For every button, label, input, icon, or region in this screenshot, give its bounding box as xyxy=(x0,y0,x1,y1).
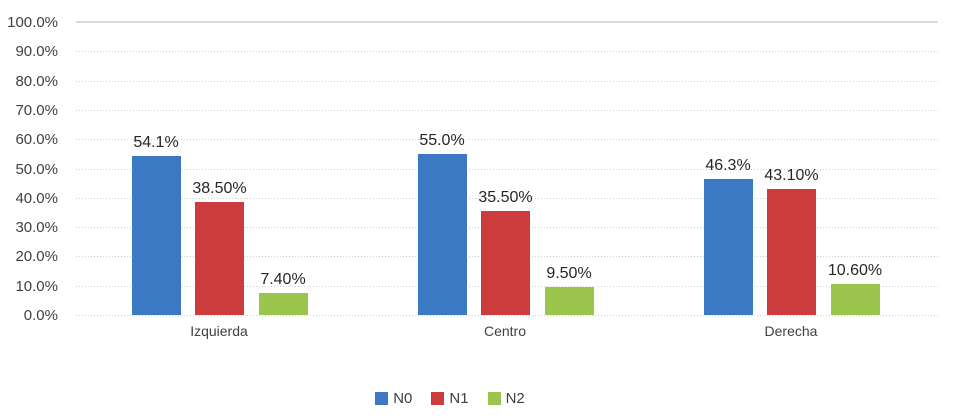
y-axis-tick-label: 100.0% xyxy=(7,14,58,31)
legend-swatch-icon xyxy=(431,392,445,405)
gridline xyxy=(76,197,938,199)
bar-n2-derecha xyxy=(830,283,880,315)
data-label: 7.40% xyxy=(260,271,306,289)
legend-label: N2 xyxy=(505,390,525,407)
y-axis-tick-label: 80.0% xyxy=(15,72,58,90)
gridline xyxy=(76,109,938,111)
bar-n1-centro xyxy=(481,210,530,315)
y-axis-tick-label: 50.0% xyxy=(15,160,58,178)
data-label: 43.10% xyxy=(764,166,819,184)
bar-n1-izquierda xyxy=(195,202,244,315)
gridline xyxy=(76,80,938,82)
legend-swatch-icon xyxy=(375,392,389,405)
y-axis-tick-label: 30.0% xyxy=(15,219,58,237)
bar-n2-centro xyxy=(544,287,594,315)
bar-n0-izquierda xyxy=(131,156,181,315)
data-label: 54.1% xyxy=(133,134,179,152)
y-axis-tick-label: 0.0% xyxy=(23,307,58,324)
legend-item-n2: N2 xyxy=(487,390,525,407)
category-label-derecha: Derecha xyxy=(764,323,818,339)
y-axis-tick-label: 40.0% xyxy=(15,189,58,207)
legend-label: N0 xyxy=(393,390,413,407)
data-label: 9.50% xyxy=(546,265,592,283)
y-axis-tick-label: 60.0% xyxy=(15,131,58,149)
data-label: 35.50% xyxy=(478,188,533,206)
bar-n1-derecha xyxy=(767,188,816,315)
legend-item-n0: N0 xyxy=(375,390,412,407)
category-label-centro: Centro xyxy=(483,323,527,339)
legend-swatch-icon xyxy=(487,392,501,405)
data-label: 38.50% xyxy=(192,180,247,198)
legend-label: N1 xyxy=(449,390,469,407)
y-axis-tick-label: 90.0% xyxy=(15,43,58,61)
y-axis-tick-label: 70.0% xyxy=(15,101,58,119)
gridline xyxy=(76,51,938,53)
gridline xyxy=(76,168,938,170)
gridline xyxy=(76,21,938,23)
y-axis-tick-label: 20.0% xyxy=(15,248,58,266)
data-label: 10.60% xyxy=(827,261,883,279)
data-label: 46.3% xyxy=(705,157,751,175)
bar-n0-centro xyxy=(417,153,467,315)
bar-n0-derecha xyxy=(703,179,753,315)
data-label: 55.0% xyxy=(419,131,465,149)
legend-item-n1: N1 xyxy=(431,390,469,407)
gridline xyxy=(76,139,938,141)
legend: N0 N1 N2 xyxy=(0,390,900,407)
category-label-izquierda: Izquierda xyxy=(190,323,248,339)
gridline xyxy=(76,315,938,316)
y-axis-tick-label: 10.0% xyxy=(15,277,58,295)
bar-n2-izquierda xyxy=(258,293,308,315)
